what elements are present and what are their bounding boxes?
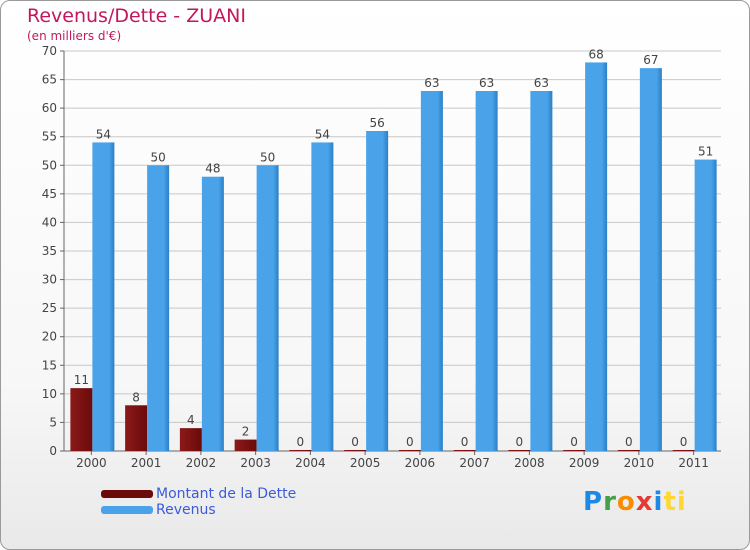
x-tick-label: 2008 bbox=[514, 456, 545, 470]
bar-revenue bbox=[201, 176, 224, 451]
chart-subtitle: (en milliers d'€) bbox=[27, 29, 122, 43]
bar-revenue bbox=[147, 165, 170, 452]
x-tick-label: 2003 bbox=[240, 456, 271, 470]
legend-label-revenue: Revenus bbox=[156, 502, 216, 518]
bar-revenue bbox=[366, 131, 389, 451]
y-tick-label: 25 bbox=[42, 301, 57, 315]
data-label-debt: 0 bbox=[297, 435, 305, 449]
x-tick-label: 2007 bbox=[459, 456, 490, 470]
legend-label-debt: Montant de la Dette bbox=[156, 486, 297, 502]
data-label-debt: 0 bbox=[516, 435, 524, 449]
legend-swatch-revenue bbox=[101, 506, 153, 514]
data-label-debt: 0 bbox=[351, 435, 359, 449]
y-tick-label: 20 bbox=[42, 330, 57, 344]
data-label-debt: 4 bbox=[187, 413, 195, 427]
x-tick-label: 2001 bbox=[131, 456, 162, 470]
x-tick-label: 2010 bbox=[624, 456, 655, 470]
bar-debt bbox=[179, 428, 202, 451]
data-label-revenue: 50 bbox=[260, 150, 275, 164]
bar-debt bbox=[563, 450, 586, 451]
bar-debt bbox=[508, 450, 531, 451]
bar-debt bbox=[234, 439, 257, 451]
bar-revenue bbox=[585, 62, 608, 452]
data-label-revenue: 63 bbox=[534, 76, 549, 90]
data-label-revenue: 48 bbox=[205, 162, 220, 176]
y-tick-label: 10 bbox=[42, 387, 57, 401]
y-tick-label: 65 bbox=[42, 73, 57, 87]
x-tick-label: 2009 bbox=[569, 456, 600, 470]
bar-debt bbox=[617, 450, 640, 451]
bar-revenue bbox=[256, 165, 279, 452]
y-tick-label: 40 bbox=[42, 215, 57, 229]
data-label-debt: 2 bbox=[242, 425, 250, 439]
bar-revenue bbox=[694, 159, 717, 452]
data-label-revenue: 54 bbox=[315, 127, 330, 141]
data-label-revenue: 67 bbox=[643, 53, 658, 67]
bar-revenue bbox=[639, 68, 662, 452]
data-label-debt: 0 bbox=[625, 435, 633, 449]
bar-debt bbox=[289, 450, 312, 451]
x-tick-label: 2006 bbox=[405, 456, 436, 470]
y-tick-label: 5 bbox=[49, 415, 57, 429]
data-label-revenue: 51 bbox=[698, 145, 713, 159]
y-tick-label: 15 bbox=[42, 358, 57, 372]
y-tick-label: 60 bbox=[42, 101, 57, 115]
data-label-revenue: 63 bbox=[479, 76, 494, 90]
bar-debt bbox=[453, 450, 476, 451]
data-label-revenue: 50 bbox=[150, 150, 165, 164]
data-label-revenue: 63 bbox=[424, 76, 439, 90]
data-label-debt: 11 bbox=[74, 373, 89, 387]
data-label-debt: 0 bbox=[406, 435, 414, 449]
x-tick-label: 2002 bbox=[186, 456, 217, 470]
bar-revenue bbox=[92, 142, 115, 451]
data-label-debt: 0 bbox=[570, 435, 578, 449]
y-tick-label: 70 bbox=[42, 44, 57, 58]
bar-revenue bbox=[311, 142, 334, 451]
y-tick-label: 30 bbox=[42, 273, 57, 287]
data-label-debt: 0 bbox=[461, 435, 469, 449]
bar-debt bbox=[344, 450, 367, 451]
x-tick-label: 2005 bbox=[350, 456, 381, 470]
y-tick-label: 55 bbox=[42, 130, 57, 144]
data-label-revenue: 56 bbox=[369, 116, 384, 130]
bar-debt bbox=[672, 450, 695, 451]
y-tick-label: 0 bbox=[49, 444, 57, 458]
x-tick-label: 2000 bbox=[76, 456, 107, 470]
data-label-debt: 8 bbox=[132, 390, 140, 404]
bar-revenue bbox=[530, 91, 553, 451]
bar-debt bbox=[398, 450, 421, 451]
data-label-revenue: 68 bbox=[588, 47, 603, 61]
x-tick-label: 2004 bbox=[295, 456, 326, 470]
bar-revenue bbox=[420, 91, 443, 451]
legend-swatch-debt bbox=[101, 490, 153, 498]
y-tick-label: 35 bbox=[42, 244, 57, 258]
bar-debt bbox=[70, 388, 93, 451]
data-label-revenue: 54 bbox=[96, 127, 111, 141]
x-tick-label: 2011 bbox=[678, 456, 709, 470]
y-tick-label: 50 bbox=[42, 158, 57, 172]
y-tick-label: 45 bbox=[42, 187, 57, 201]
bar-revenue bbox=[475, 91, 498, 451]
bar-debt bbox=[125, 405, 148, 451]
chart-title: Revenus/Dette - ZUANI bbox=[27, 5, 246, 27]
data-label-debt: 0 bbox=[680, 435, 688, 449]
proxiti-logo: Proxiti bbox=[583, 487, 687, 517]
